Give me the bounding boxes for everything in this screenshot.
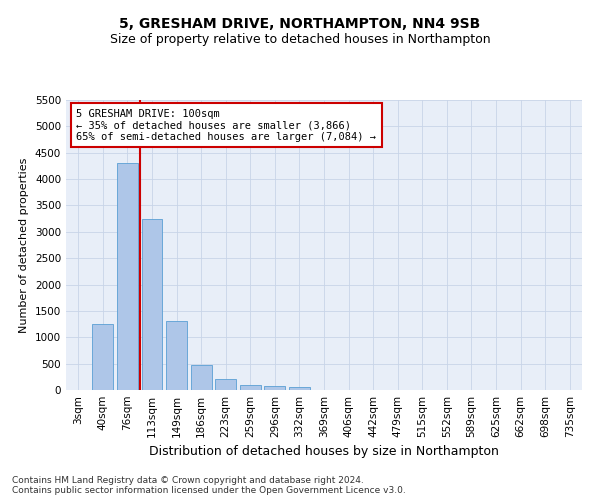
Bar: [265, 386, 286, 390]
Bar: [191, 364, 212, 390]
Bar: [289, 388, 310, 390]
Bar: [92, 324, 113, 390]
Text: Contains HM Land Registry data © Crown copyright and database right 2024.
Contai: Contains HM Land Registry data © Crown c…: [12, 476, 406, 495]
Text: 5, GRESHAM DRIVE, NORTHAMPTON, NN4 9SB: 5, GRESHAM DRIVE, NORTHAMPTON, NN4 9SB: [119, 18, 481, 32]
Text: 5 GRESHAM DRIVE: 100sqm
← 35% of detached houses are smaller (3,866)
65% of semi: 5 GRESHAM DRIVE: 100sqm ← 35% of detache…: [76, 108, 376, 142]
Bar: [240, 384, 261, 390]
Bar: [215, 380, 236, 390]
Bar: [142, 218, 163, 390]
Bar: [117, 164, 138, 390]
Text: Size of property relative to detached houses in Northampton: Size of property relative to detached ho…: [110, 32, 490, 46]
Bar: [166, 322, 187, 390]
Y-axis label: Number of detached properties: Number of detached properties: [19, 158, 29, 332]
X-axis label: Distribution of detached houses by size in Northampton: Distribution of detached houses by size …: [149, 446, 499, 458]
